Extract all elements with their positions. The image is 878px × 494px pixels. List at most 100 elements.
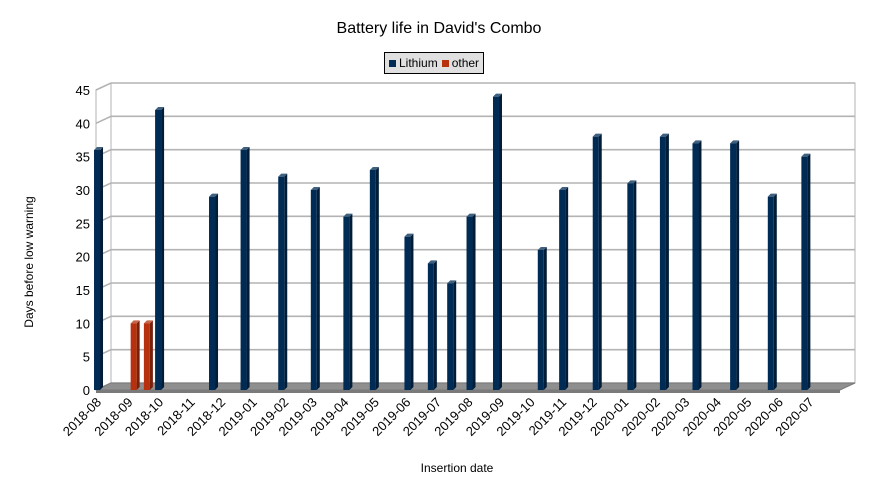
legend-swatch-lithium <box>389 59 396 67</box>
bar-side <box>284 173 288 390</box>
bar-side <box>410 233 414 390</box>
bar-top <box>627 180 637 184</box>
bar-top <box>143 320 153 324</box>
bar-top <box>343 213 353 217</box>
bar-lithium <box>447 280 457 390</box>
bar-lithium <box>155 107 165 390</box>
bar-front <box>659 136 666 390</box>
bar-top <box>447 280 457 284</box>
bar-front <box>427 263 434 390</box>
bar-top <box>404 233 414 237</box>
legend-label-other: other <box>451 56 480 70</box>
bar-front <box>343 216 350 390</box>
bar-top <box>559 187 569 190</box>
y-tick-label: 15 <box>76 283 90 298</box>
bar-side <box>665 133 669 390</box>
bar-lithium <box>94 147 104 390</box>
bar-side <box>161 107 165 390</box>
legend-item-lithium: Lithium <box>389 56 438 70</box>
plot-floor-edge <box>96 390 840 393</box>
bar-front <box>94 150 101 390</box>
bar-lithium <box>427 260 437 390</box>
bar-side <box>565 187 569 390</box>
bar-lithium <box>659 133 669 390</box>
bar-front <box>559 190 566 390</box>
bar-lithium <box>801 153 811 390</box>
bar-front <box>801 156 808 390</box>
bar-top <box>492 93 502 97</box>
bar-side <box>215 193 219 390</box>
bar-top <box>537 247 547 250</box>
bar-top <box>592 133 602 137</box>
bar-side <box>100 147 104 390</box>
bar-front <box>447 283 454 390</box>
bar-side <box>698 140 702 390</box>
bar-front <box>369 170 376 390</box>
legend: Lithium other <box>384 52 485 74</box>
bar-top <box>659 133 669 137</box>
x-axis-title: Insertion date <box>421 461 494 475</box>
bar-top <box>427 260 437 264</box>
bar-top <box>310 187 320 190</box>
bar-top <box>369 167 379 170</box>
bar-side <box>316 187 320 390</box>
bar-lithium <box>369 167 379 390</box>
bar-side <box>349 213 353 390</box>
bar-top <box>94 147 104 150</box>
bar-front <box>130 323 137 390</box>
bar-lithium <box>730 140 740 390</box>
bar-front <box>537 250 544 390</box>
bar-front <box>730 143 737 390</box>
bar-lithium <box>627 180 637 390</box>
bar-lithium <box>278 173 288 390</box>
bar-side <box>498 93 502 391</box>
y-tick-label: 5 <box>83 350 90 365</box>
bar-top <box>209 193 219 197</box>
bar-lithium <box>310 187 320 390</box>
legend-item-other: other <box>441 56 480 70</box>
bar-top <box>466 213 476 217</box>
gridline <box>95 82 855 91</box>
y-tick-label: 40 <box>76 116 90 131</box>
bar-side <box>433 260 437 390</box>
bar-side <box>736 140 740 390</box>
bar-side <box>453 280 457 390</box>
bar-front <box>592 136 599 390</box>
bar-top <box>155 107 165 110</box>
bar-other <box>143 320 153 390</box>
bar-lithium <box>343 213 353 390</box>
bar-other <box>130 320 140 390</box>
bar-front <box>310 190 317 390</box>
bar-top <box>278 173 288 177</box>
bar-side <box>807 153 811 390</box>
bar-side <box>149 320 153 390</box>
bar-top <box>730 140 740 144</box>
bar-side <box>598 133 602 390</box>
bar-front <box>143 323 150 390</box>
bar-front <box>240 150 247 390</box>
gridline <box>95 115 855 125</box>
y-tick-label: 0 <box>83 383 90 398</box>
bar-top <box>130 320 140 324</box>
chart-title: Battery life in David's Combo <box>336 20 542 37</box>
bar-lithium <box>404 233 414 390</box>
bar-top <box>801 153 811 157</box>
y-axis-title: Days before low warning <box>22 196 36 327</box>
bar-front <box>155 110 162 390</box>
bar-lithium <box>592 133 602 390</box>
y-tick-label: 35 <box>76 150 90 165</box>
bar-top <box>692 140 702 144</box>
bar-front <box>492 96 499 391</box>
y-tick-label: 30 <box>76 183 90 198</box>
bar-front <box>466 216 473 390</box>
y-tick-label: 25 <box>76 216 90 231</box>
bar-side <box>773 193 777 390</box>
bar-lithium <box>492 93 502 391</box>
legend-label-lithium: Lithium <box>399 56 438 70</box>
bar-front <box>209 196 216 390</box>
bar-lithium <box>537 247 547 390</box>
bar-top <box>767 193 777 197</box>
bar-lithium <box>209 193 219 390</box>
bar-lithium <box>559 187 569 390</box>
